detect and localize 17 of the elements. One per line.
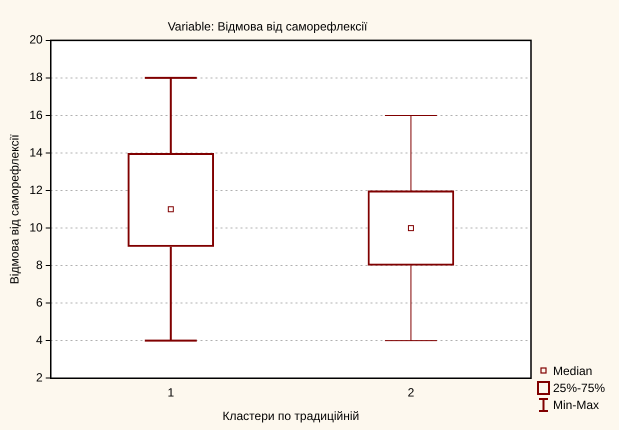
chart-title: Variable: Відмова від саморефлексії [168, 20, 368, 34]
y-tick-label: 16 [29, 108, 44, 122]
text: Min-Max [553, 398, 600, 412]
text: Median [553, 364, 592, 378]
x-axis-title: Кластери по традиційній [222, 409, 360, 424]
y-tick-label: 20 [29, 32, 44, 47]
y-tick-label: 8 [36, 258, 44, 272]
text: 25%-75% [553, 380, 606, 394]
y-tick-label: 14 [29, 145, 44, 160]
y-axis-title: Відмова від саморефлексії [8, 134, 22, 284]
y-tick-label: 10 [29, 220, 44, 234]
x-tick-label: 1 [167, 386, 174, 400]
y-tick-label: 12 [29, 182, 44, 197]
y-tick-label: 2 [36, 370, 44, 385]
y-tick-label: 18 [29, 70, 44, 84]
y-tick-label: 4 [36, 332, 44, 347]
y-tick-label: 6 [36, 295, 44, 310]
